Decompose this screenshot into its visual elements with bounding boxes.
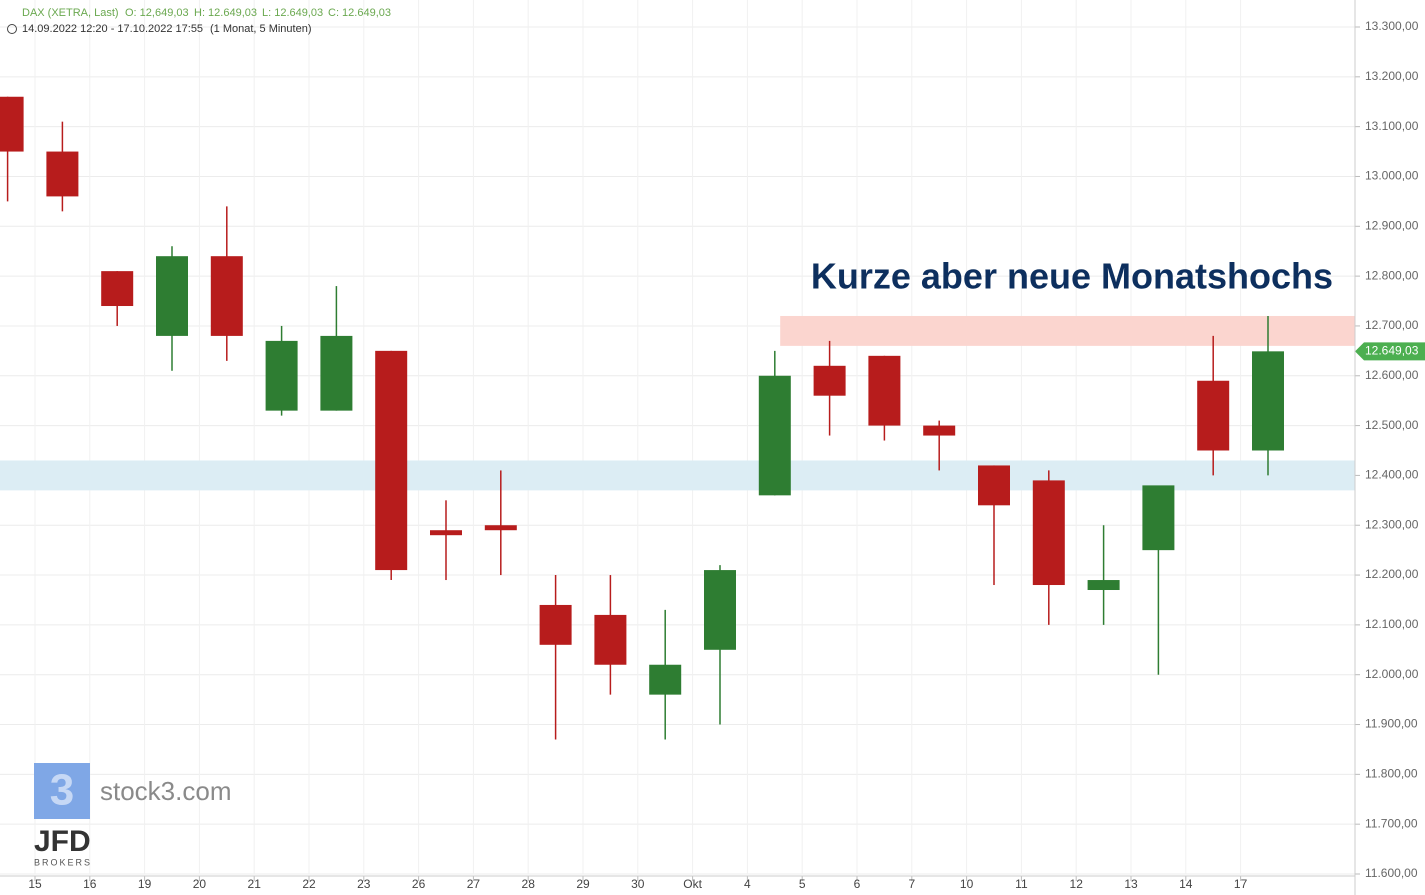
range: 14.09.2022 12:20 - 17.10.2022 17:55 [22, 23, 203, 35]
candle-body [649, 664, 682, 695]
zone [0, 460, 1355, 491]
x-tick-label: 20 [193, 877, 207, 891]
x-tick-label: 30 [631, 877, 645, 891]
candle-body [978, 465, 1010, 506]
zones [0, 315, 1355, 491]
y-tick-label: 11.800,00 [1365, 767, 1418, 781]
y-tick-label: 12.800,00 [1365, 268, 1419, 282]
candle-body [1142, 485, 1175, 551]
candle-body [210, 256, 243, 336]
y-tick-label: 13.000,00 [1365, 169, 1419, 183]
x-tick-label: 22 [302, 877, 316, 891]
resolution: (1 Monat, 5 Minuten) [210, 23, 312, 35]
x-tick-label: 10 [960, 877, 974, 891]
y-tick-label: 13.300,00 [1365, 19, 1419, 33]
low: L: 12.649,03 [262, 7, 323, 19]
x-tick-label: 15 [28, 877, 42, 891]
y-tick-label: 12.200,00 [1365, 567, 1419, 581]
y-tick-label: 11.900,00 [1365, 717, 1418, 731]
y-tick-label: 12.100,00 [1365, 617, 1419, 631]
candle-body [375, 350, 408, 571]
candle-body [1032, 480, 1065, 586]
y-tick-label: 13.100,00 [1365, 119, 1419, 133]
candle-body [265, 340, 298, 411]
x-tick-label: 13 [1124, 877, 1138, 891]
x-tick-label: Okt [683, 877, 702, 891]
candle-body [430, 530, 462, 536]
candle-body [101, 271, 134, 307]
instrument: DAX (XETRA, Last) [22, 7, 119, 19]
clock-icon [7, 24, 17, 34]
x-tick-label: 4 [744, 877, 751, 891]
header: DAX (XETRA, Last) O: 12,649,03 H: 12.649… [22, 7, 391, 19]
candle-body [0, 96, 24, 152]
x-tick-label: 26 [412, 877, 426, 891]
x-tick-label: 23 [357, 877, 371, 891]
candle-body [46, 151, 79, 197]
x-tick-label: 5 [799, 877, 806, 891]
y-tick-label: 12.300,00 [1365, 517, 1419, 531]
x-tick-label: 11 [1015, 877, 1028, 891]
broker-sub: BROKERS [34, 857, 92, 867]
x-tick-label: 17 [1234, 877, 1248, 891]
annotation: Kurze aber neue Monatshochs [811, 256, 1333, 297]
x-tick-label: 27 [467, 877, 481, 891]
candle-body [758, 375, 791, 496]
broker: JFD [34, 825, 91, 858]
candle-body [704, 570, 736, 650]
x-tick-label: 14 [1179, 877, 1193, 891]
candle-body [1197, 380, 1230, 451]
open: O: 12,649,03 [125, 7, 189, 19]
logo-box [34, 763, 90, 819]
last-price-box [1355, 342, 1425, 361]
candle-body [539, 604, 572, 645]
candle-body [594, 614, 627, 665]
candle-body [484, 525, 517, 531]
candle-body [868, 355, 901, 426]
x-tick-label: 6 [854, 877, 861, 891]
x-tick-label: 19 [138, 877, 152, 891]
candle-body [156, 256, 188, 336]
x-tick-label: 28 [522, 877, 536, 891]
zone [780, 315, 1355, 346]
y-tick-label: 12.500,00 [1365, 418, 1419, 432]
close: C: 12.649,03 [328, 7, 391, 19]
candles [0, 96, 1284, 740]
candle-body [813, 365, 846, 396]
x-tick-label: 16 [83, 877, 97, 891]
candle-body [320, 335, 353, 411]
y-tick-label: 13.200,00 [1365, 69, 1419, 83]
x-tick-label: 29 [576, 877, 590, 891]
y-tick-label: 12.700,00 [1365, 318, 1419, 332]
x-tick-label: 7 [908, 877, 915, 891]
x-tick-label: 12 [1070, 877, 1084, 891]
x-tick-label: 21 [248, 877, 262, 891]
y-tick-label: 12.900,00 [1365, 218, 1419, 232]
y-tick-label: 11.600,00 [1365, 866, 1418, 880]
candle-body [1252, 351, 1284, 451]
y-tick-label: 11.700,00 [1365, 816, 1418, 830]
last-price-label: 12.649,03 [1365, 344, 1419, 358]
site-watermark: stock3.com [100, 776, 232, 806]
axis: 11.600,00 11.700,00 11.800,00 11.900,00 12.0… [28, 19, 1425, 891]
grid [0, 0, 1355, 875]
candle-body [923, 425, 956, 436]
y-tick-label: 12.600,00 [1365, 368, 1419, 382]
logo-glyph: 3 [50, 766, 74, 815]
candle-body [1087, 580, 1120, 591]
y-tick-label: 12.400,00 [1365, 468, 1419, 482]
high: H: 12.649,03 [194, 7, 257, 19]
y-tick-label: 12.000,00 [1365, 667, 1419, 681]
